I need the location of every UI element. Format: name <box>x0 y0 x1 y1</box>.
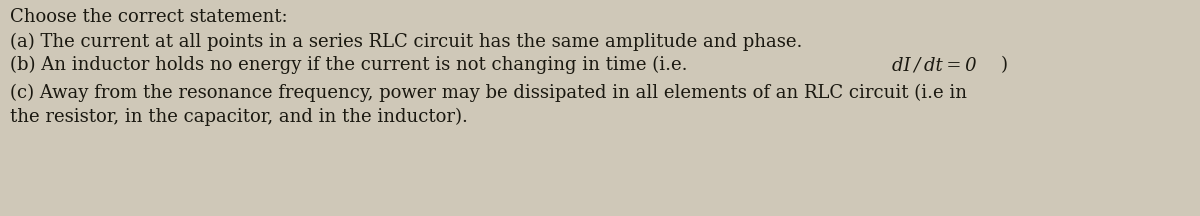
Text: dI / dt = 0: dI / dt = 0 <box>892 56 977 74</box>
Text: (c) Away from the resonance frequency, power may be dissipated in all elements o: (c) Away from the resonance frequency, p… <box>10 84 967 102</box>
Text: Choose the correct statement:: Choose the correct statement: <box>10 8 288 26</box>
Text: (a) The current at all points in a series RLC circuit has the same amplitude and: (a) The current at all points in a serie… <box>10 33 803 51</box>
Text: (b) An inductor holds no energy if the current is not changing in time (i.e.: (b) An inductor holds no energy if the c… <box>10 56 694 74</box>
Text: ): ) <box>1001 56 1008 74</box>
Text: the resistor, in the capacitor, and in the inductor).: the resistor, in the capacitor, and in t… <box>10 108 468 126</box>
